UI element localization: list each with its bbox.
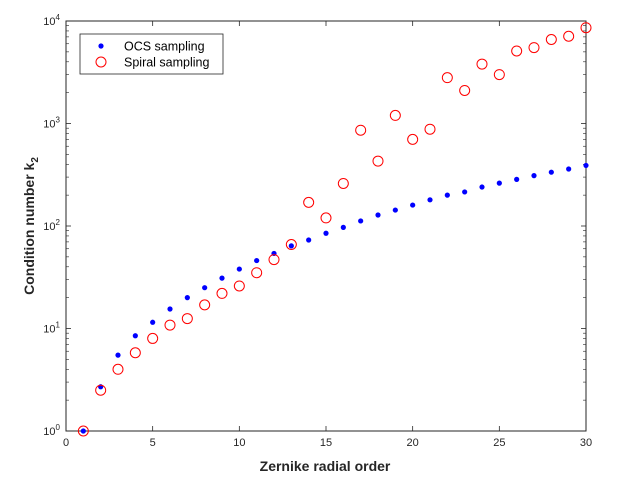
spiral-point xyxy=(112,363,124,375)
y-tick-label: 103 xyxy=(43,116,60,131)
ocs-point xyxy=(323,230,329,236)
spiral-point xyxy=(285,238,297,250)
ocs-point xyxy=(410,202,416,208)
y-tick-label: 101 xyxy=(43,321,60,336)
y-tick-label-base: 10 xyxy=(43,426,55,438)
spiral-point xyxy=(493,69,505,81)
spiral-point xyxy=(199,299,211,311)
spiral-point xyxy=(355,124,367,136)
y-tick-label-exponent: 4 xyxy=(56,13,61,22)
spiral-point xyxy=(181,313,193,325)
spiral-point xyxy=(251,267,263,279)
y-tick-label: 100 xyxy=(43,423,60,438)
ocs-point xyxy=(496,180,502,186)
ocs-point xyxy=(340,224,346,230)
spiral-point xyxy=(545,33,557,45)
ocs-point xyxy=(306,237,312,243)
spiral-point xyxy=(233,280,245,292)
spiral-point xyxy=(164,319,176,331)
y-axis-label-main: Condition number k xyxy=(21,162,37,294)
spiral-point xyxy=(476,58,488,70)
ocs-point xyxy=(288,243,294,249)
ocs-point xyxy=(479,184,485,190)
spiral-point xyxy=(337,177,349,189)
spiral-point xyxy=(580,22,592,34)
data-marks xyxy=(77,22,592,437)
ocs-point xyxy=(462,189,468,195)
ocs-point xyxy=(375,212,381,218)
plot-area xyxy=(65,20,587,432)
ocs-point xyxy=(444,192,450,198)
x-tick-label: 20 xyxy=(407,437,419,449)
ocs-point xyxy=(531,173,537,179)
x-tick-label: 0 xyxy=(63,437,69,449)
ocs-point xyxy=(566,166,572,172)
legend-label-ocs: OCS sampling xyxy=(124,40,205,54)
spiral-point xyxy=(407,133,419,145)
series-spiral xyxy=(77,22,592,437)
y-axis-label: Condition number k2 xyxy=(21,157,41,295)
spiral-point xyxy=(424,123,436,135)
ocs-point xyxy=(132,333,138,339)
ocs-point xyxy=(514,176,520,182)
ocs-point xyxy=(254,257,260,264)
spiral-point xyxy=(320,212,332,224)
ocs-point xyxy=(150,319,156,325)
spiral-point xyxy=(511,45,523,57)
spiral-point xyxy=(303,196,315,208)
x-tick-label: 15 xyxy=(320,437,332,449)
legend-label-spiral: Spiral sampling xyxy=(124,56,210,70)
legend-marker-ocs xyxy=(98,43,104,49)
y-tick-label-base: 10 xyxy=(43,221,55,233)
y-tick-label: 104 xyxy=(43,13,60,28)
spiral-point xyxy=(372,155,384,167)
y-tick-label-base: 10 xyxy=(43,119,55,131)
spiral-point xyxy=(147,332,159,344)
spiral-point xyxy=(216,287,228,299)
x-tick-label: 10 xyxy=(233,437,245,449)
y-tick-label-exponent: 2 xyxy=(56,218,61,227)
y-tick-label: 102 xyxy=(43,218,60,233)
x-tick-label: 25 xyxy=(493,437,505,449)
y-tick-label-base: 10 xyxy=(43,324,55,336)
ocs-point xyxy=(80,428,86,434)
y-tick-label-exponent: 0 xyxy=(56,423,61,432)
x-tick-label: 5 xyxy=(150,437,156,449)
y-tick-label-base: 10 xyxy=(43,16,55,28)
legend-marker-spiral xyxy=(95,56,107,68)
ocs-point xyxy=(202,285,208,291)
ocs-point xyxy=(583,162,589,169)
ocs-point xyxy=(548,169,554,175)
legend-box xyxy=(79,33,224,75)
ocs-point xyxy=(392,207,398,213)
spiral-point xyxy=(268,254,280,266)
legend: OCS sampling Spiral sampling xyxy=(79,33,224,75)
y-tick-label-exponent: 1 xyxy=(56,321,61,330)
spiral-point xyxy=(95,384,107,396)
x-axis-label: Zernike radial order xyxy=(260,458,391,474)
ocs-point xyxy=(427,197,433,203)
ocs-point xyxy=(219,275,225,281)
y-axis-label-subscript: 2 xyxy=(30,157,41,163)
spiral-point xyxy=(528,42,540,54)
ocs-point xyxy=(184,295,190,301)
spiral-point xyxy=(441,72,453,84)
ocs-point xyxy=(236,266,242,272)
spiral-point xyxy=(563,30,575,42)
spiral-point xyxy=(77,425,89,437)
ocs-point xyxy=(358,218,364,224)
spiral-point xyxy=(389,109,401,121)
ocs-point xyxy=(167,306,173,312)
series-ocs xyxy=(80,162,589,434)
y-tick-label-exponent: 3 xyxy=(56,116,61,125)
ocs-point xyxy=(115,352,121,358)
spiral-point xyxy=(459,84,471,96)
spiral-point xyxy=(129,347,141,359)
x-tick-label: 30 xyxy=(580,437,592,449)
